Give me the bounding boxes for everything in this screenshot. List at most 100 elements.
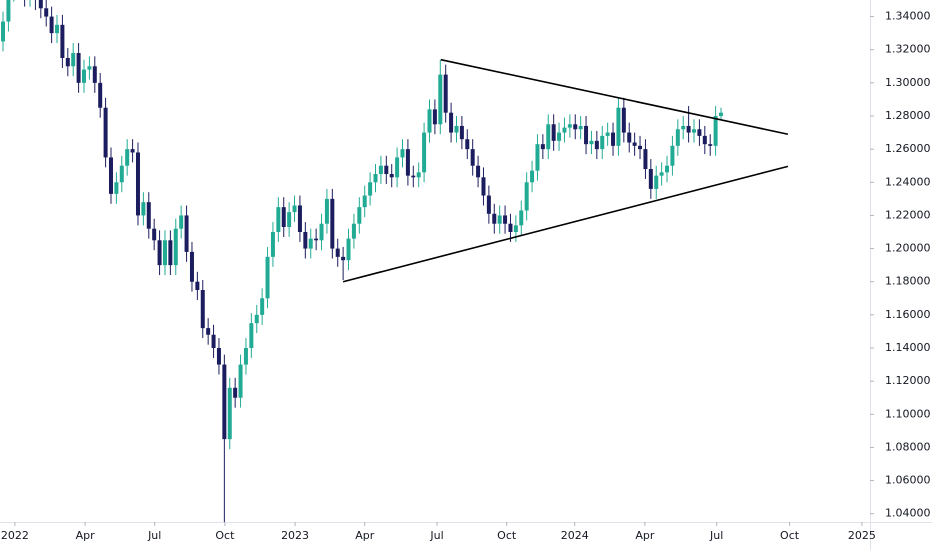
candle-body — [60, 24, 65, 58]
candle-body — [503, 215, 508, 224]
candle-body — [681, 125, 686, 130]
candle-body — [476, 165, 481, 178]
y-tick-label: 1.14000 — [885, 341, 931, 354]
candle-body — [508, 223, 513, 232]
trendline — [440, 58, 789, 136]
candle-body — [55, 24, 60, 34]
candle-body — [594, 140, 599, 150]
x-tick-label: Jul — [147, 529, 161, 542]
candle-body — [330, 198, 335, 249]
candle-body — [206, 328, 211, 335]
candle-body — [659, 172, 664, 176]
candle-body — [497, 215, 502, 224]
candle-body — [546, 124, 551, 150]
candle-body — [254, 314, 259, 324]
candle-body — [184, 215, 189, 252]
candle-body — [308, 238, 313, 249]
candle-body — [362, 195, 367, 208]
candle-body — [44, 8, 49, 17]
candle-body — [395, 157, 400, 178]
candle-body — [243, 348, 248, 365]
x-tick-label: 2024 — [561, 529, 589, 542]
candle-body — [303, 232, 308, 249]
candle-body — [49, 16, 54, 34]
candle-body — [557, 132, 562, 141]
candle-body — [200, 290, 205, 329]
candle-body — [260, 298, 265, 315]
candle-body — [324, 198, 329, 224]
candle-body — [600, 135, 605, 150]
candle-body — [249, 323, 254, 348]
candle-body — [665, 165, 670, 173]
candle-body — [119, 165, 124, 183]
candle-body — [621, 107, 626, 133]
candle-body — [449, 112, 454, 133]
candle-body — [265, 256, 270, 299]
candle-body — [670, 145, 675, 166]
y-tick-label: 1.24000 — [885, 175, 931, 188]
candle-body — [270, 232, 275, 257]
y-tick-label: 1.34000 — [885, 10, 931, 23]
candle-body — [692, 129, 697, 133]
candle-body — [573, 124, 578, 130]
candle-body — [632, 142, 637, 146]
candle-body — [81, 69, 86, 83]
candle-body — [168, 240, 173, 266]
candle-body — [384, 165, 389, 174]
candle-body — [76, 53, 81, 83]
candle-body — [281, 207, 286, 228]
candle-body — [654, 175, 659, 189]
candle-body — [567, 124, 572, 128]
y-tick-label: 1.08000 — [885, 440, 931, 453]
candle-body — [98, 82, 103, 108]
y-tick-label: 1.28000 — [885, 109, 931, 122]
y-tick-label: 1.06000 — [885, 474, 931, 487]
candle-body — [443, 74, 448, 113]
candle-body — [648, 169, 653, 189]
candle-body — [416, 172, 421, 178]
candle-body — [513, 225, 518, 232]
candle-body — [708, 144, 713, 146]
candle-body — [216, 348, 221, 365]
candle-body — [697, 129, 702, 136]
x-tick-label: Jul — [709, 529, 723, 542]
plot-area — [1, 0, 789, 522]
candle-body — [292, 205, 297, 213]
candle-body — [589, 140, 594, 145]
candle-body — [103, 107, 108, 158]
candle-body — [125, 149, 130, 166]
candle-body — [405, 149, 410, 176]
candle-body — [1, 21, 6, 42]
candle-body — [108, 157, 113, 194]
candle-body — [427, 109, 432, 133]
candle-body — [411, 175, 416, 178]
candle-body — [540, 144, 545, 150]
candle-body — [157, 240, 162, 266]
candle-body — [605, 132, 610, 136]
candle-body — [686, 125, 691, 133]
y-tick-label: 1.20000 — [885, 242, 931, 255]
candle-body — [233, 387, 238, 398]
x-tick-label: Apr — [76, 529, 96, 542]
candle-body — [146, 202, 151, 229]
candle-body — [130, 149, 135, 153]
candle-body — [675, 129, 680, 146]
y-tick-label: 1.26000 — [885, 142, 931, 155]
candle-body — [465, 139, 470, 150]
candle-body — [179, 215, 184, 229]
candle-body — [38, 0, 43, 9]
candle-body — [65, 58, 70, 67]
candle-body — [87, 66, 92, 70]
candle-body — [6, 0, 11, 22]
candle-body — [578, 125, 583, 130]
candle-body — [92, 66, 97, 83]
candle-body — [341, 256, 346, 261]
x-tick-label: Oct — [780, 529, 800, 542]
candle-body — [643, 149, 648, 170]
x-tick-label: 2022 — [1, 529, 29, 542]
candle-body — [702, 135, 707, 145]
candle-body — [238, 364, 243, 398]
candle-body — [368, 182, 373, 196]
candle-body — [470, 149, 475, 166]
